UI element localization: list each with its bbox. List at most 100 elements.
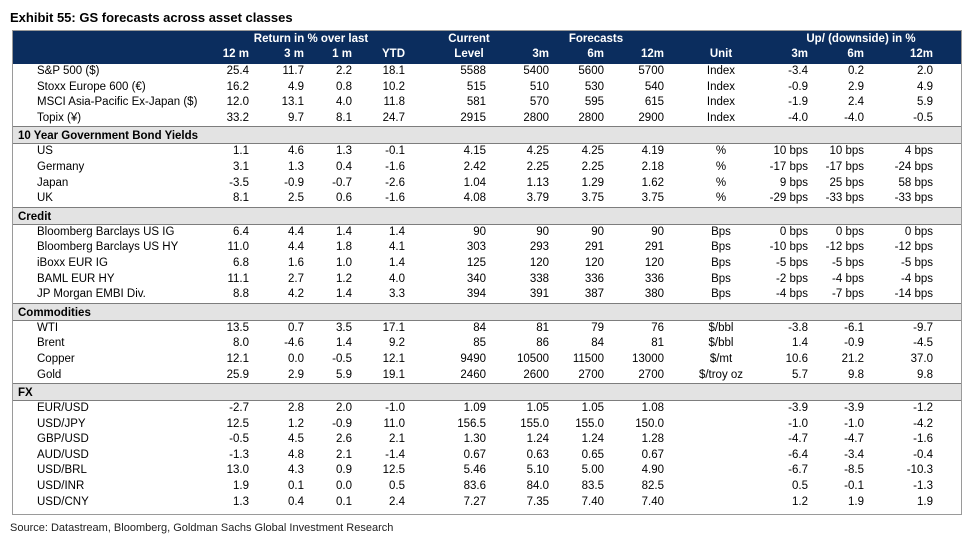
cell-f12: 291 [644,241,664,254]
table-header: Return in % over last Current Forecasts … [13,31,961,64]
table-row: Copper 12.1 0.0 -0.5 12.1 9490 10500 11500 13000… [13,352,961,368]
cell-u3: -2 bps [776,272,808,285]
row-label: Stoxx Europe 600 (€) [37,80,146,93]
cell-unit: Bps [711,272,731,285]
cell-f6: 3.75 [581,192,604,205]
cell-f12: 4.19 [641,145,664,158]
cell-u6: 9.8 [848,368,864,381]
cell-level: 340 [466,272,486,285]
row-label: USD/JPY [37,417,86,430]
cell-f3: 10500 [517,352,549,365]
cell-unit: $/bbl [708,337,734,350]
cell-u6: -4.7 [844,433,864,446]
row-label: USD/INR [37,480,85,493]
row-label: US [37,145,53,158]
section-title: Credit [18,210,52,223]
cell-r1: 1.0 [336,256,352,269]
cell-level: 85 [473,337,486,350]
cell-u3: 10 bps [773,145,808,158]
col-forecast-3m: 3m [532,48,549,60]
cell-f3: 84.0 [526,480,549,493]
cell-unit: Bps [711,288,731,301]
cell-level: 9490 [460,352,486,365]
col-forecast-6m: 6m [587,48,604,60]
cell-f12: 0.67 [641,448,664,461]
cell-u3: 9 bps [779,176,808,189]
cell-r12: 6.4 [233,225,249,238]
updown-group-header: Up/ (downside) in % [806,33,916,45]
cell-level: 156.5 [457,417,486,430]
cell-unit: Bps [711,256,731,269]
cell-u6: -1.0 [844,417,864,430]
cell-u12: -9.7 [913,321,933,334]
row-label: iBoxx EUR IG [37,256,108,269]
cell-u12: -12 bps [894,241,933,254]
cell-f6: 1.29 [581,176,604,189]
section-header: FX [13,383,961,402]
cell-r12: 12.0 [226,96,249,109]
cell-r1: 1.3 [336,145,352,158]
cell-r3: 0.7 [288,321,304,334]
cell-ytd: 4.1 [389,241,405,254]
cell-level: 4.15 [463,145,486,158]
table-row: USD/BRL 13.0 4.3 0.9 12.5 5.46 5.10 5.00 4.90 -6.… [13,463,961,479]
cell-ytd: 1.4 [389,256,405,269]
cell-unit: % [715,176,727,189]
cell-level: 581 [466,96,486,109]
cell-f12: 150.0 [635,417,664,430]
cell-u12: -4 bps [901,272,933,285]
cell-r3: -4.6 [284,337,304,350]
table-row: UK 8.1 2.5 0.6 -1.6 4.08 3.79 3.75 3.75% -29 bps -… [13,191,961,207]
cell-r1: -0.7 [332,176,352,189]
cell-f12: 4.90 [641,464,664,477]
cell-r12: 33.2 [226,111,249,124]
cell-f12: 2900 [638,111,664,124]
cell-r1: 1.2 [336,272,352,285]
cell-r12: 12.1 [226,352,249,365]
table-row: USD/JPY 12.5 1.2 -0.9 11.0 156.5 155.0 155.0 150… [13,417,961,433]
row-label: USD/BRL [37,464,87,477]
cell-unit: % [715,160,727,173]
return-group-header: Return in % over last [253,33,369,45]
cell-u6: 10 bps [829,145,864,158]
cell-level: 515 [466,80,486,93]
row-label: S&P 500 ($) [37,65,100,77]
cell-f6: 11500 [572,352,604,365]
cell-r12: -1.3 [229,448,249,461]
forecast-table: Return in % over last Current Forecasts … [12,30,962,515]
cell-u3: -1.9 [788,96,808,109]
cell-f12: 3.75 [641,192,664,205]
cell-ytd: 3.3 [389,288,405,301]
cell-u3: -6.7 [788,464,808,477]
cell-u3: 1.2 [792,495,808,508]
table-row: GBP/USD -0.5 4.5 2.6 2.1 1.30 1.24 1.24 1.28 -4.7… [13,432,961,448]
row-label: Topix (¥) [37,111,82,124]
forecasts-group-header: Forecasts [568,33,624,45]
cell-level: 4.08 [463,192,486,205]
cell-level: 1.09 [463,402,486,415]
cell-ytd: 19.1 [382,368,405,381]
cell-f3: 391 [529,288,549,301]
cell-u6: 2.4 [848,96,864,109]
cell-f6: 0.65 [581,448,604,461]
cell-r3: 2.9 [288,368,304,381]
cell-u6: 2.9 [848,80,864,93]
cell-ytd: 12.5 [382,464,405,477]
cell-level: 2915 [460,111,486,124]
cell-f6: 83.5 [581,480,604,493]
cell-r3: 1.3 [288,160,304,173]
table-row: BAML EUR HY 11.1 2.7 1.2 4.0 340 338 336 336 Bps -… [13,272,961,288]
cell-r3: 4.4 [288,225,304,238]
cell-unit: Index [706,80,736,93]
section-header: Credit [13,206,961,225]
cell-r3: 4.5 [288,433,304,446]
cell-u3: 5.7 [792,368,808,381]
cell-f12: 380 [644,288,664,301]
cell-ytd: 0.5 [389,480,405,493]
cell-r1: 3.5 [336,321,352,334]
cell-r1: 8.1 [336,111,352,124]
table-row: Brent 8.0 -4.6 1.4 9.2 85 86 84 81 $/bbl 1.4 -0.9 -4… [13,336,961,352]
cell-u6: -33 bps [825,192,864,205]
cell-ytd: -1.4 [385,448,405,461]
cell-u12: 4 bps [904,145,933,158]
